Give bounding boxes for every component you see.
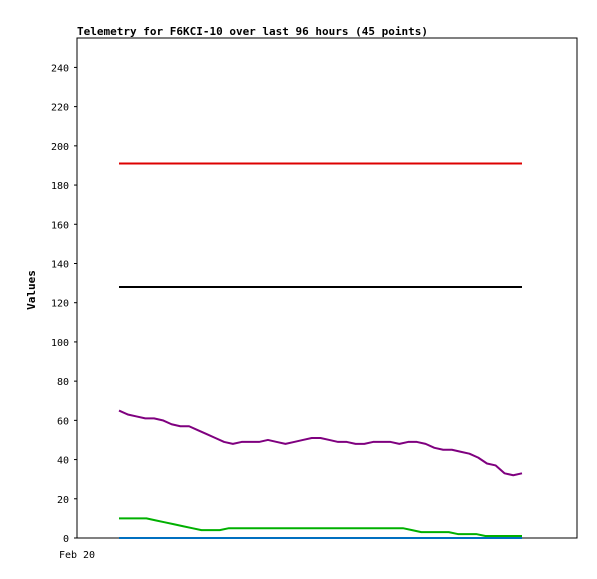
y-axis-label: Values: [25, 270, 38, 310]
y-axis-ticks: 0 20 40 60 80 100 120 140 160 180 200 220 240: [51, 63, 77, 545]
series-line-2: [118, 409, 523, 477]
x-tick-label: Feb 20: [59, 550, 95, 561]
y-tick-label: 180: [51, 181, 69, 192]
y-tick-label: 240: [51, 63, 69, 74]
y-tick-label: 100: [51, 338, 69, 349]
series-line-3: [119, 517, 522, 538]
y-tick-label: 200: [51, 142, 69, 153]
y-tick-label: 40: [57, 456, 69, 467]
y-tick-label: 0: [63, 534, 69, 545]
y-tick-label: 120: [51, 299, 69, 310]
y-tick-label: 160: [51, 220, 69, 231]
chart-title: Telemetry for F6KCI-10 over last 96 hour…: [77, 25, 428, 38]
y-tick-label: 60: [57, 416, 69, 427]
series-group: [118, 162, 523, 539]
y-tick-label: 220: [51, 103, 69, 114]
y-tick-label: 20: [57, 495, 69, 506]
x-axis-ticks: Feb 20: [59, 550, 95, 561]
y-tick-label: 80: [57, 377, 69, 388]
y-tick-label: 140: [51, 259, 69, 270]
